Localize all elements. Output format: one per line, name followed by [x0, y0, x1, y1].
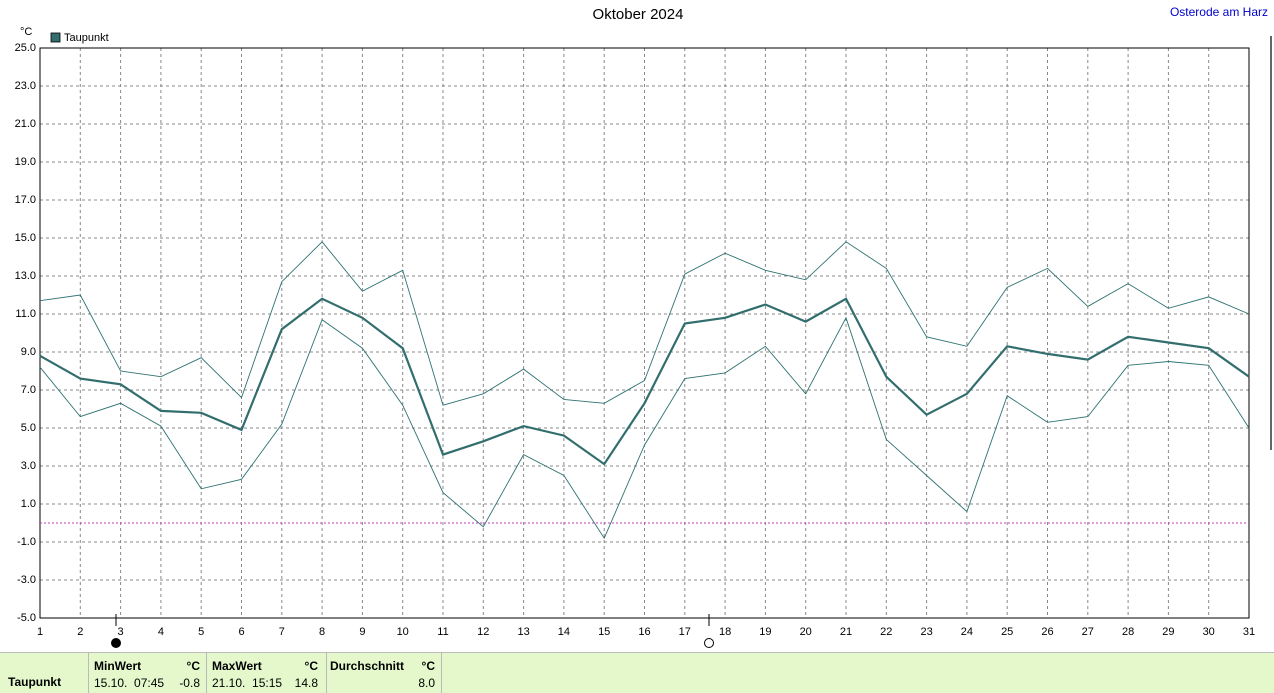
x-tick-label: 23	[920, 626, 932, 638]
summary-label: Taupunkt	[8, 675, 62, 689]
legend-swatch	[50, 32, 61, 43]
summary-head: Durchschnitt	[330, 659, 405, 673]
series-line	[39, 297, 1250, 466]
series-line	[39, 241, 1250, 406]
x-tick-label: 30	[1203, 626, 1215, 638]
location-link[interactable]: Osterode am Harz	[1169, 5, 1268, 19]
y-tick-label: 13.0	[15, 270, 36, 282]
summary-cell: Durchschnitt °C 8.0	[326, 653, 442, 693]
moon-full	[111, 614, 121, 648]
x-tick-label: 29	[1162, 626, 1174, 638]
summary-value: 8.0	[418, 676, 435, 690]
y-tick-label: 23.0	[15, 80, 36, 92]
y-tick-label: 3.0	[21, 460, 36, 472]
summary-cell: MinWert °C 15.10. 07:45 -0.8	[88, 653, 207, 693]
moon-new	[704, 614, 714, 648]
y-tick-label: 7.0	[21, 384, 36, 396]
x-tick-label: 8	[319, 626, 325, 638]
x-tick-label: 25	[1001, 626, 1013, 638]
summary-time: 21.10. 15:15	[212, 676, 283, 690]
x-tick-label: 18	[719, 626, 731, 638]
y-tick-label: 11.0	[15, 308, 36, 320]
y-tick-label: 15.0	[15, 232, 36, 244]
y-tick-label: -1.0	[17, 536, 36, 548]
y-tick-label: 1.0	[21, 498, 36, 510]
x-tick-label: 17	[679, 626, 691, 638]
x-tick-label: 10	[397, 626, 409, 638]
y-tick-label: 17.0	[15, 194, 36, 206]
y-tick-label: 19.0	[15, 156, 36, 168]
y-tick-label: -3.0	[17, 574, 36, 586]
y-tick-label: 21.0	[15, 118, 36, 130]
summary-value: -0.8	[179, 676, 200, 690]
plot-frame	[39, 47, 1250, 619]
x-tick-label: 26	[1041, 626, 1053, 638]
x-tick-label: 14	[558, 626, 570, 638]
x-tick-label: 7	[279, 626, 285, 638]
x-tick-label: 31	[1243, 626, 1255, 638]
summary-unit: °C	[421, 659, 435, 673]
x-tick-label: 13	[517, 626, 529, 638]
x-tick-label: 6	[238, 626, 244, 638]
summary-head: MinWert	[94, 659, 142, 673]
x-tick-label: 5	[198, 626, 204, 638]
y-tick-label: 5.0	[21, 422, 36, 434]
x-tick-label: 4	[158, 626, 164, 638]
summary-unit: °C	[186, 659, 200, 673]
chart: Oktober 2024 °C 25.023.021.019.017.015.0…	[15, 6, 1272, 648]
x-tick-label: 28	[1122, 626, 1134, 638]
x-tick-label: 21	[840, 626, 852, 638]
x-tick-label: 1	[37, 626, 43, 638]
y-tick-label: -5.0	[17, 612, 36, 624]
x-tick-label: 24	[961, 626, 973, 638]
x-tick-label: 12	[477, 626, 489, 638]
y-unit: °C	[20, 26, 32, 38]
y-tick-label: 9.0	[21, 346, 36, 358]
x-tick-label: 3	[118, 626, 124, 638]
x-tick-label: 11	[437, 626, 448, 638]
summary-head: MaxWert	[212, 659, 262, 673]
series-line	[39, 316, 1250, 540]
summary-panel: Taupunkt MinWert °C 15.10. 07:45 -0.8 Ma…	[0, 652, 1274, 693]
x-tick-label: 16	[638, 626, 650, 638]
x-tick-label: 15	[598, 626, 610, 638]
chart-title: Oktober 2024	[593, 6, 684, 23]
x-tick-label: 9	[359, 626, 365, 638]
summary-cell: Taupunkt	[0, 653, 89, 693]
x-tick-label: 20	[800, 626, 812, 638]
summary-cell: MaxWert °C 21.10. 15:15 14.8	[206, 653, 327, 693]
summary-value: 14.8	[294, 676, 318, 690]
legend-label: Taupunkt	[64, 32, 109, 44]
x-tick-label: 22	[880, 626, 892, 638]
x-tick-label: 2	[77, 626, 83, 638]
y-tick-label: 25.0	[15, 42, 36, 54]
x-tick-label: 19	[759, 626, 771, 638]
summary-unit: °C	[304, 659, 318, 673]
x-tick-label: 27	[1082, 626, 1094, 638]
summary-time: 15.10. 07:45	[94, 676, 165, 690]
